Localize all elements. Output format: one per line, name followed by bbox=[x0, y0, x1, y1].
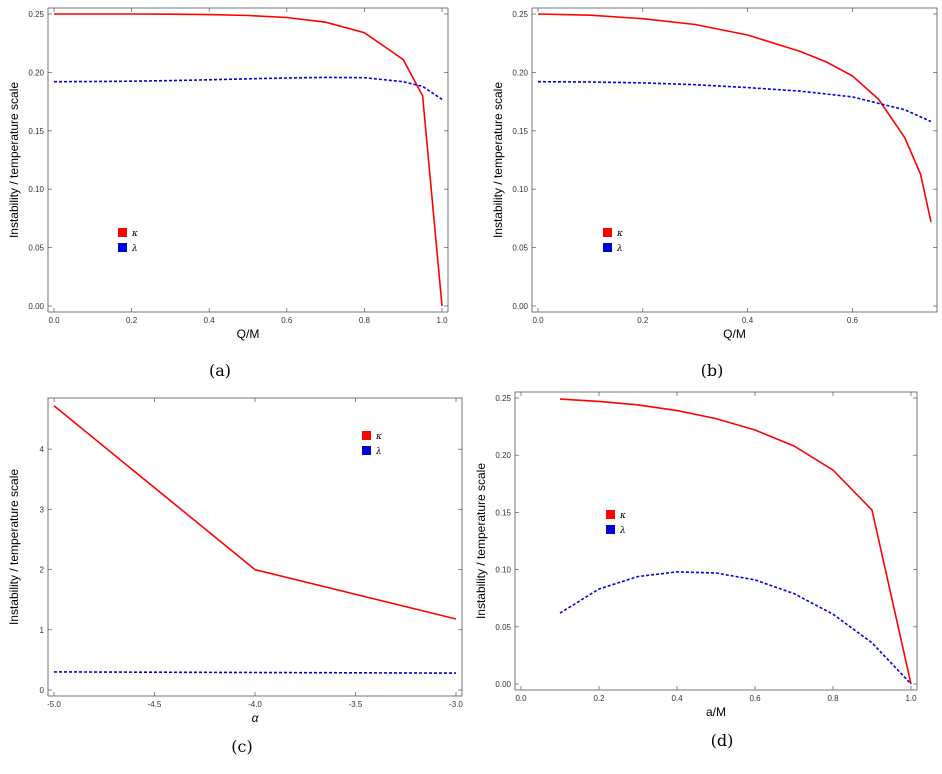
x-tick-label: -4.0 bbox=[248, 700, 262, 709]
x-tick-label: 0.4 bbox=[742, 316, 754, 325]
x-tick-label: 0.4 bbox=[671, 694, 683, 703]
y-tick-label: 0.20 bbox=[495, 451, 511, 460]
legend-label: κ bbox=[131, 229, 138, 239]
series-line-lambda bbox=[53, 671, 457, 674]
legend-swatch-kappa bbox=[118, 228, 127, 237]
series-line-lambda bbox=[537, 80, 932, 123]
panel-caption: (c) bbox=[231, 737, 252, 756]
legend-swatch-lambda bbox=[603, 243, 612, 252]
legend-swatch-kappa bbox=[606, 510, 615, 519]
y-tick-label: 0.10 bbox=[28, 185, 44, 194]
x-tick-label: 0.0 bbox=[532, 316, 544, 325]
y-tick-label: 0.15 bbox=[28, 127, 44, 136]
x-tick-label: 0.2 bbox=[126, 316, 138, 325]
y-axis-title: Instability / temperature scale bbox=[7, 469, 21, 625]
y-tick-label: 0.15 bbox=[512, 127, 528, 136]
series-line-kappa bbox=[54, 13, 443, 307]
legend-swatch-lambda bbox=[362, 446, 371, 455]
x-tick-label: 0.2 bbox=[593, 694, 605, 703]
chart-panel-b: 0.0 0.2 0.4 0.6 0.00 0.05 0.10 0.15 0.20 0.25 κλ Q/… bbox=[491, 7, 938, 380]
x-tick-label: 0.0 bbox=[515, 694, 527, 703]
legend-label: λ bbox=[131, 244, 138, 254]
x-axis-title: a/M bbox=[706, 705, 726, 719]
legend-label: κ bbox=[619, 511, 626, 521]
y-tick-label: 3 bbox=[40, 505, 45, 514]
legend-swatch-lambda bbox=[606, 525, 615, 534]
y-axis-title: Instability / temperature scale bbox=[7, 82, 21, 238]
y-tick-label: 0.10 bbox=[495, 566, 511, 575]
x-axis-title: α bbox=[252, 711, 260, 725]
x-tick-label: 0.0 bbox=[48, 316, 60, 325]
y-tick-label: 0 bbox=[40, 686, 45, 695]
x-axis-title: Q/M bbox=[723, 327, 746, 341]
legend-swatch-kappa bbox=[362, 431, 371, 440]
series-line-lambda bbox=[53, 76, 443, 100]
y-tick-label: 0.20 bbox=[28, 68, 44, 77]
x-tick-label: -3.5 bbox=[349, 700, 363, 709]
x-tick-label: 0.6 bbox=[281, 316, 293, 325]
series-line-kappa bbox=[537, 13, 932, 223]
y-tick-label: 0.15 bbox=[495, 508, 511, 517]
x-tick-label: 0.2 bbox=[637, 316, 649, 325]
y-tick-label: 0.05 bbox=[512, 244, 528, 253]
panel-caption: (a) bbox=[209, 361, 231, 380]
legend-label: λ bbox=[619, 526, 626, 536]
x-tick-label: 0.8 bbox=[359, 316, 371, 325]
x-tick-label: -4.5 bbox=[148, 700, 162, 709]
y-tick-label: 0.20 bbox=[512, 68, 528, 77]
legend-swatch-kappa bbox=[603, 228, 612, 237]
y-tick-label: 0.25 bbox=[512, 10, 528, 19]
x-tick-label: 0.6 bbox=[749, 694, 761, 703]
panel-caption: (d) bbox=[711, 731, 734, 750]
series-line-kappa bbox=[53, 405, 457, 620]
y-tick-label: 0.25 bbox=[495, 394, 511, 403]
legend-label: κ bbox=[375, 432, 382, 442]
series-line-kappa bbox=[559, 398, 912, 685]
legend-label: κ bbox=[616, 229, 623, 239]
series-line-lambda bbox=[559, 571, 912, 685]
plot-frame bbox=[47, 7, 449, 313]
y-tick-label: 0.25 bbox=[28, 10, 44, 19]
legend-label: λ bbox=[375, 447, 382, 457]
y-tick-label: 0.05 bbox=[495, 623, 511, 632]
x-tick-label: 1.0 bbox=[905, 694, 917, 703]
x-tick-label: 0.8 bbox=[827, 694, 839, 703]
x-axis-title: Q/M bbox=[237, 327, 260, 341]
legend-swatch-lambda bbox=[118, 243, 127, 252]
chart-panel-d: 0.0 0.2 0.4 0.6 0.8 1.0 0.00 0.05 0.10 0.15 0.20 0.… bbox=[474, 391, 918, 750]
legend-label: λ bbox=[616, 244, 623, 254]
y-tick-label: 0.00 bbox=[512, 302, 528, 311]
x-tick-label: 0.6 bbox=[847, 316, 859, 325]
y-tick-label: 0.00 bbox=[495, 680, 511, 689]
y-tick-label: 2 bbox=[40, 566, 45, 575]
x-tick-label: 1.0 bbox=[436, 316, 448, 325]
chart-panel-c: -5.0 -4.5 -4.0 -3.5 -3.0 0 1 2 3 4 κλ α Instability … bbox=[7, 397, 463, 756]
y-axis-title: Instability / temperature scale bbox=[474, 463, 488, 619]
y-tick-label: 1 bbox=[40, 626, 45, 635]
y-axis-title: Instability / temperature scale bbox=[491, 82, 505, 238]
x-tick-label: -5.0 bbox=[47, 700, 61, 709]
y-tick-label: 0.05 bbox=[28, 244, 44, 253]
chart-panel-a: 0.0 0.2 0.4 0.6 0.8 1.0 0.00 0.05 0.10 0.15 0.20 0.… bbox=[7, 7, 449, 380]
y-tick-label: 0.10 bbox=[512, 185, 528, 194]
panel-caption: (b) bbox=[701, 361, 724, 380]
x-tick-label: -3.0 bbox=[449, 700, 463, 709]
plot-frame bbox=[47, 397, 463, 697]
plot-frame bbox=[514, 391, 918, 691]
plot-frame bbox=[531, 7, 938, 313]
x-tick-label: 0.4 bbox=[204, 316, 216, 325]
y-tick-label: 0.00 bbox=[28, 302, 44, 311]
y-tick-label: 4 bbox=[40, 445, 45, 454]
